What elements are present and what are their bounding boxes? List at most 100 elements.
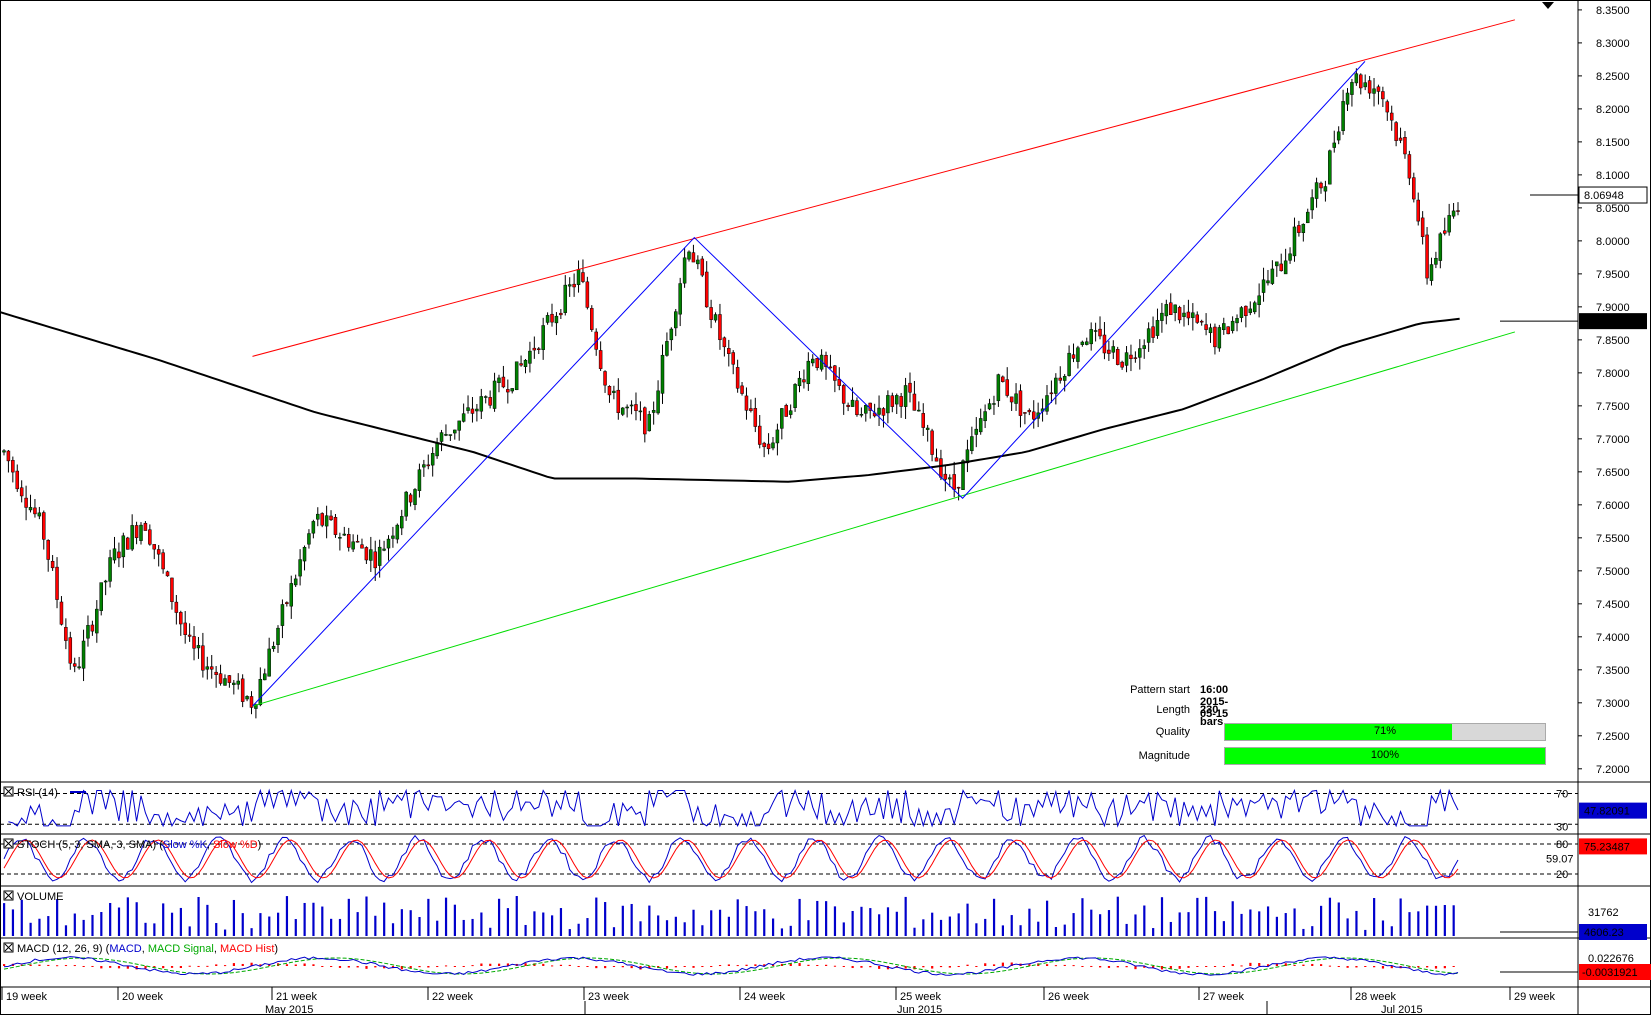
candle-body bbox=[262, 673, 267, 681]
month-label: Jun 2015 bbox=[897, 1004, 942, 1015]
volume-bar bbox=[38, 918, 41, 936]
candle-body bbox=[793, 384, 797, 408]
week-label: 29 week bbox=[1514, 991, 1555, 1003]
candle-body bbox=[841, 385, 846, 404]
candle-body bbox=[1098, 328, 1102, 337]
candle-body bbox=[422, 464, 426, 468]
macd-hist-bar bbox=[630, 966, 633, 969]
candle-body bbox=[1009, 396, 1014, 403]
candle-body bbox=[68, 637, 73, 664]
price-tick-label: 7.3000 bbox=[1596, 698, 1630, 710]
candle-body bbox=[11, 460, 15, 473]
macd-hist-bar bbox=[1417, 966, 1420, 968]
macd-hist-bar bbox=[1266, 964, 1270, 966]
price-tick-label: 7.6500 bbox=[1596, 467, 1630, 479]
candle-body bbox=[492, 380, 497, 409]
volume-bar bbox=[1346, 918, 1349, 936]
volume-bar bbox=[524, 924, 527, 936]
candle-body bbox=[488, 397, 492, 406]
volume-bar bbox=[1019, 925, 1022, 936]
price-tick-label: 7.4000 bbox=[1596, 632, 1630, 644]
volume-bar bbox=[780, 928, 784, 936]
candle-body bbox=[1429, 264, 1434, 281]
macd-hist-bar bbox=[568, 964, 571, 966]
candle-body bbox=[1168, 302, 1173, 315]
candle-body bbox=[753, 408, 758, 427]
candle-body bbox=[859, 414, 864, 416]
candle-body bbox=[647, 414, 651, 432]
macd-hist-bar bbox=[400, 966, 403, 970]
macd-hist-bar bbox=[1063, 964, 1066, 966]
candle-body bbox=[784, 405, 788, 417]
macd-hist-bar bbox=[1178, 966, 1181, 969]
candle-body bbox=[590, 308, 594, 330]
macd-hist-bar bbox=[1426, 966, 1429, 968]
candle-body bbox=[479, 396, 484, 412]
candle-body bbox=[360, 544, 364, 549]
candle-body bbox=[766, 443, 771, 450]
macd-hist-bar bbox=[1390, 966, 1393, 969]
week-label: 28 week bbox=[1355, 991, 1396, 1003]
volume-bar bbox=[215, 923, 218, 936]
candle-body bbox=[267, 648, 271, 677]
volume-bar bbox=[1373, 898, 1376, 936]
volume-bar bbox=[250, 928, 253, 936]
macd-value-label: -0.0031921 bbox=[1582, 967, 1638, 979]
candle-body bbox=[1239, 307, 1244, 318]
candle-body bbox=[1416, 199, 1420, 222]
candle-body bbox=[404, 491, 408, 517]
candle-body bbox=[28, 507, 33, 511]
candle-body bbox=[682, 257, 687, 284]
current-price-label: 8.06948 bbox=[1584, 190, 1624, 202]
volume-bar bbox=[692, 909, 695, 936]
candle-body bbox=[236, 680, 240, 685]
candle-body bbox=[757, 425, 762, 445]
week-label: 22 week bbox=[432, 991, 473, 1003]
candle-body bbox=[386, 538, 391, 549]
candle-body bbox=[598, 350, 603, 369]
candle-body bbox=[333, 517, 338, 535]
macd-hist-bar bbox=[1205, 966, 1208, 967]
volume-bar bbox=[153, 923, 156, 936]
candle-body bbox=[815, 358, 819, 368]
volume-bar bbox=[665, 920, 669, 936]
volume-bar bbox=[1099, 914, 1102, 936]
candle-body bbox=[192, 636, 196, 649]
volume-bar bbox=[931, 912, 934, 936]
candle-body bbox=[351, 541, 355, 550]
candle-body bbox=[899, 396, 903, 407]
macd-hist-bar bbox=[1319, 964, 1323, 966]
candle-body bbox=[908, 382, 912, 393]
volume-bar bbox=[1134, 914, 1137, 936]
candle-body bbox=[121, 535, 126, 558]
candle-body bbox=[691, 252, 696, 263]
candle-body bbox=[1222, 323, 1226, 331]
price-tick-label: 7.9500 bbox=[1596, 269, 1630, 281]
price-tick-label: 7.2500 bbox=[1596, 731, 1630, 743]
volume-value-label: 4606.23 bbox=[1584, 927, 1624, 939]
candle-body bbox=[775, 429, 780, 444]
macd-hist-bar bbox=[418, 966, 421, 968]
volume-bar bbox=[188, 926, 191, 936]
volume-bar bbox=[117, 907, 121, 936]
macd-hist-bar bbox=[1222, 966, 1225, 967]
volume-bar bbox=[206, 904, 209, 936]
macd-hist-bar bbox=[294, 964, 297, 966]
candle-body bbox=[179, 612, 183, 625]
macd-params: MACD (12, 26, 9) ( bbox=[17, 943, 110, 955]
macd-hist-bar bbox=[1346, 966, 1349, 968]
macd-hist-bar bbox=[975, 966, 978, 967]
candle-body bbox=[444, 434, 448, 436]
volume-bar bbox=[1328, 897, 1332, 936]
candle-body bbox=[992, 403, 996, 405]
candle-body bbox=[749, 408, 753, 411]
candle-body bbox=[1403, 137, 1407, 155]
volume-bar bbox=[895, 911, 898, 936]
volume-bar bbox=[1249, 909, 1252, 936]
candle-body bbox=[400, 516, 404, 529]
candle-body bbox=[183, 622, 187, 635]
pattern-start-label: Pattern start bbox=[1130, 684, 1190, 696]
candle-body bbox=[934, 457, 939, 462]
candle-body bbox=[1336, 131, 1341, 141]
